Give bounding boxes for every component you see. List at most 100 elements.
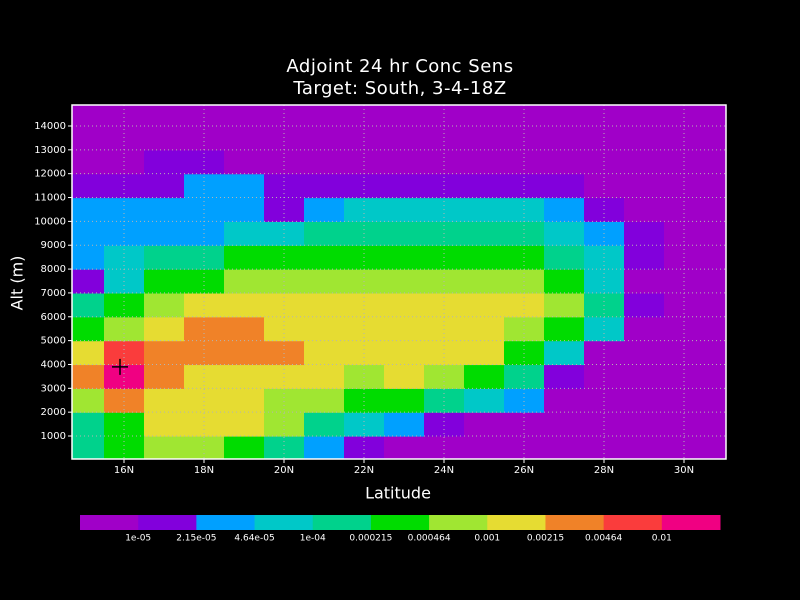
colorbar-box [545, 515, 605, 530]
contour-cell [464, 245, 505, 270]
contour-cell [224, 436, 265, 459]
contour-cell [504, 125, 545, 151]
contour-cell [224, 292, 265, 318]
contour-cell [384, 149, 425, 175]
contour-cell [464, 269, 505, 294]
contour-cell [72, 316, 105, 342]
x-tick-label: 30N [674, 465, 694, 476]
contour-cell [584, 340, 625, 366]
y-tick-label: 2000 [41, 407, 66, 418]
contour-cell [104, 340, 145, 366]
contour-cell [464, 316, 505, 342]
contour-cell [704, 292, 726, 318]
contour-cell [344, 364, 385, 389]
y-tick-label: 10000 [34, 216, 66, 227]
x-tick-label: 20N [274, 465, 294, 476]
contour-cell [304, 412, 345, 437]
contour-cell [624, 125, 665, 151]
y-tick-label: 11000 [34, 193, 66, 204]
contour-cell [624, 388, 665, 413]
colorbar-box [80, 515, 139, 530]
colorbar-label: 0.00464 [585, 534, 622, 544]
contour-cell [104, 105, 145, 127]
contour-cell [224, 105, 265, 127]
contour-cell [304, 245, 345, 270]
contour-cell [624, 340, 665, 366]
contour-cell [384, 316, 425, 342]
contour-cell [184, 364, 225, 389]
contour-cell [424, 125, 465, 151]
contour-cell [224, 316, 265, 342]
contour-cell [624, 316, 665, 342]
contour-cell [464, 125, 505, 151]
contour-cell [384, 245, 425, 270]
colorbar-label: 0.000215 [349, 534, 392, 544]
contour-cell [144, 221, 185, 246]
contour-cell [664, 340, 705, 366]
colorbar-label: 1e-04 [300, 534, 326, 544]
contour-cell [224, 364, 265, 389]
contour-cell [704, 125, 726, 151]
contour-cell [624, 149, 665, 175]
contour-cell [704, 149, 726, 175]
contour-cell [224, 125, 265, 151]
contour-cell [544, 412, 585, 437]
contour-cell [544, 149, 585, 175]
contour-cell [144, 269, 185, 294]
contour-cell [504, 340, 545, 366]
contour-cell [304, 364, 345, 389]
contour-cell [544, 221, 585, 246]
contour-cell [224, 388, 265, 413]
contour-cell [104, 388, 145, 413]
contour-cell [72, 197, 105, 222]
contour-cell [344, 105, 385, 127]
contour-cell [504, 436, 545, 459]
contour-cell [184, 436, 225, 459]
contour-cell [624, 436, 665, 459]
contour-cell [664, 105, 705, 127]
contour-cell [424, 412, 465, 437]
contour-cell [384, 221, 425, 246]
contour-cell [624, 245, 665, 270]
contour-cell [544, 269, 585, 294]
colorbar-box [661, 515, 721, 530]
y-tick-label: 13000 [34, 145, 66, 156]
chart-subtitle: Target: South, 3-4-18Z [292, 78, 506, 99]
contour-cell [704, 173, 726, 199]
contour-cell [144, 245, 185, 270]
contour-cell [264, 364, 305, 389]
contour-cell [304, 197, 345, 222]
contour-cell [104, 412, 145, 437]
contour-cell [664, 388, 705, 413]
contour-cell [72, 245, 105, 270]
chart-title: Adjoint 24 hr Conc Sens [286, 56, 513, 77]
contour-cell [384, 105, 425, 127]
x-tick-label: 22N [354, 465, 374, 476]
contour-cell [384, 125, 425, 151]
contour-cell [72, 364, 105, 389]
contour-cell [72, 105, 105, 127]
contour-cell [504, 105, 545, 127]
contour-cell [224, 245, 265, 270]
contour-cell [624, 269, 665, 294]
contour-cell [464, 197, 505, 222]
colorbar-label: 1e-05 [125, 534, 151, 544]
contour-cell [704, 105, 726, 127]
y-tick-label: 8000 [41, 264, 66, 275]
contour-cell [464, 173, 505, 199]
y-axis-label: Alt (m) [8, 256, 27, 311]
contour-cell [544, 125, 585, 151]
contour-cell [584, 388, 625, 413]
y-tick-label: 6000 [41, 312, 66, 323]
contour-cell [144, 125, 185, 151]
contour-cell [704, 316, 726, 342]
contour-cell [544, 316, 585, 342]
contour-cell [544, 245, 585, 270]
colorbar-box [487, 515, 546, 530]
contour-cell [464, 292, 505, 318]
colorbar-box [138, 515, 197, 530]
contour-cell [304, 221, 345, 246]
contour-cell [544, 340, 585, 366]
colorbar-label: 0.01 [652, 534, 672, 544]
